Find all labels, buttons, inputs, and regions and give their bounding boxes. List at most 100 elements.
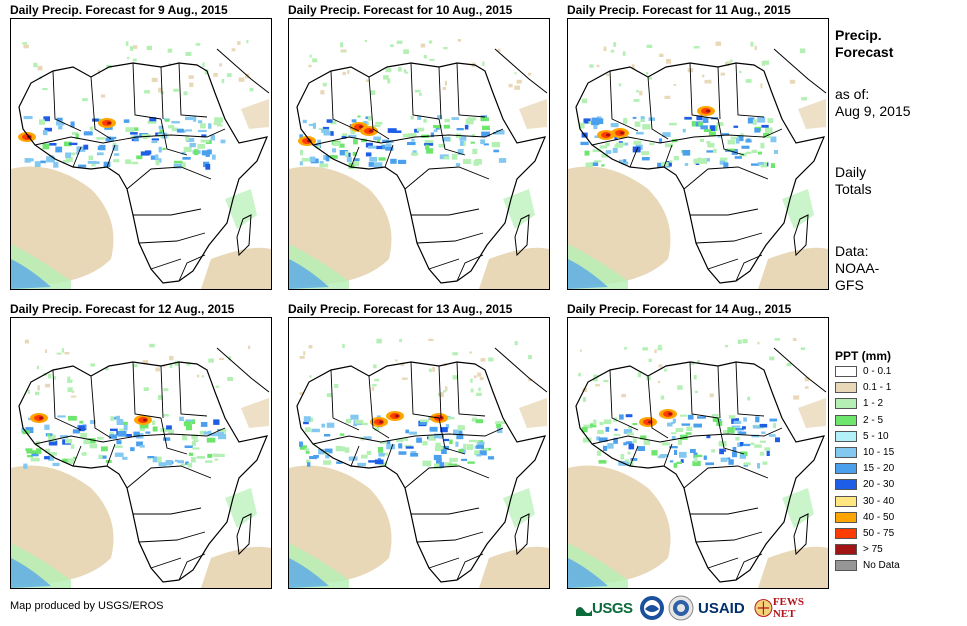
precip-cell xyxy=(425,144,430,150)
country-border xyxy=(438,66,442,120)
precip-cell xyxy=(47,433,51,437)
precip-cell xyxy=(317,139,321,146)
ocean-light-precip xyxy=(201,247,271,289)
precip-cell xyxy=(48,155,54,162)
country-border xyxy=(735,553,763,581)
precip-cell xyxy=(711,449,715,453)
country-border xyxy=(312,128,504,146)
precip-cell xyxy=(168,125,175,129)
precip-cell xyxy=(673,463,678,468)
precip-cell xyxy=(759,423,768,428)
precip-cell xyxy=(405,446,414,449)
precip-cell xyxy=(643,439,651,445)
panel-title: Daily Precip. Forecast for 14 Aug., 2015 xyxy=(567,302,792,316)
precip-cell xyxy=(330,120,337,125)
precip-cell xyxy=(182,157,191,160)
precip-cell xyxy=(352,151,357,156)
precip-cell xyxy=(760,161,767,168)
precip-cell xyxy=(767,118,774,123)
precip-cell xyxy=(465,118,474,125)
precip-cell xyxy=(726,148,735,151)
country-border xyxy=(438,118,466,156)
precip-cell xyxy=(82,98,88,102)
precip-cell xyxy=(385,68,392,73)
precip-legend: PPT (mm) 0 - 0.1 0.1 - 1 1 - 2 2 - 5 5 - 10 1… xyxy=(835,348,900,574)
precip-cell xyxy=(396,439,400,442)
precip-cell xyxy=(354,160,359,167)
precip-cell xyxy=(623,119,628,124)
precip-cell xyxy=(378,157,386,161)
precip-cell xyxy=(491,141,501,148)
precip-cell xyxy=(183,436,188,441)
ocean-moderate-precip xyxy=(568,558,608,588)
precip-cell xyxy=(750,442,755,446)
precip-cell xyxy=(207,149,212,155)
precip-cell xyxy=(238,77,245,82)
africa-coastline xyxy=(296,361,546,583)
precip-cell xyxy=(139,445,145,448)
precip-cell xyxy=(72,429,80,434)
precip-cell xyxy=(398,451,407,455)
precip-cell xyxy=(420,419,429,423)
precip-cell xyxy=(623,159,627,163)
precip-cell xyxy=(368,116,372,121)
precip-cell xyxy=(428,40,433,44)
precip-cell xyxy=(493,149,500,153)
precip-cell xyxy=(430,132,434,138)
precip-cell xyxy=(769,418,777,422)
precip-cell xyxy=(326,393,333,398)
precip-cell xyxy=(579,349,582,352)
precip-cell xyxy=(322,126,330,131)
precip-cell xyxy=(679,451,687,458)
country-border xyxy=(404,166,490,190)
precip-cell xyxy=(248,345,251,350)
precip-cell xyxy=(365,142,373,148)
precip-cell xyxy=(459,136,467,141)
precip-cell xyxy=(152,456,158,463)
country-border xyxy=(629,445,639,467)
precip-cell xyxy=(750,41,754,47)
precip-cell xyxy=(482,125,490,131)
precip-cell xyxy=(67,379,73,383)
legend-item: 2 - 5 xyxy=(835,413,891,429)
precip-cell xyxy=(226,73,232,78)
precip-cell xyxy=(231,48,236,52)
precip-cell xyxy=(593,123,598,130)
precip-cell xyxy=(312,58,318,63)
legend-item: 15 - 20 xyxy=(835,461,894,477)
precip-cell xyxy=(214,117,219,123)
precip-cell xyxy=(763,133,770,139)
precip-cell xyxy=(68,415,77,421)
precip-cell xyxy=(622,142,629,146)
country-border xyxy=(150,258,182,270)
precip-cell xyxy=(132,364,138,368)
precip-cell xyxy=(705,462,714,466)
precip-cell xyxy=(666,58,671,64)
panel-title: Daily Precip. Forecast for 9 Aug., 2015 xyxy=(10,3,228,17)
country-border xyxy=(695,531,763,543)
precip-cell xyxy=(339,143,345,148)
legend-label: 2 - 5 xyxy=(863,414,884,426)
precip-cell xyxy=(672,418,676,423)
precip-cell xyxy=(403,69,407,73)
precip-cell xyxy=(390,44,394,48)
precip-cell xyxy=(205,152,210,157)
precip-cell xyxy=(725,344,728,348)
precip-cell xyxy=(100,94,106,98)
precip-cell xyxy=(132,58,137,62)
country-border xyxy=(428,258,460,270)
precip-cell xyxy=(350,129,356,134)
africa-coastline xyxy=(18,361,268,583)
precip-cell xyxy=(96,137,105,140)
precip-cell xyxy=(246,40,249,44)
precip-cell xyxy=(386,440,391,445)
precip-cell xyxy=(751,434,760,438)
legend-label: 50 - 75 xyxy=(863,527,895,539)
precip-cell xyxy=(39,119,45,125)
legend-swatch xyxy=(835,511,857,523)
as-of-date: as of: Aug 9, 2015 xyxy=(835,86,911,119)
forecast-panel-2: Daily Precip. Forecast for 10 Aug., 2015 xyxy=(288,2,550,292)
precip-cell xyxy=(73,456,77,460)
precip-cell xyxy=(658,364,663,368)
coastal-precip xyxy=(503,189,535,229)
